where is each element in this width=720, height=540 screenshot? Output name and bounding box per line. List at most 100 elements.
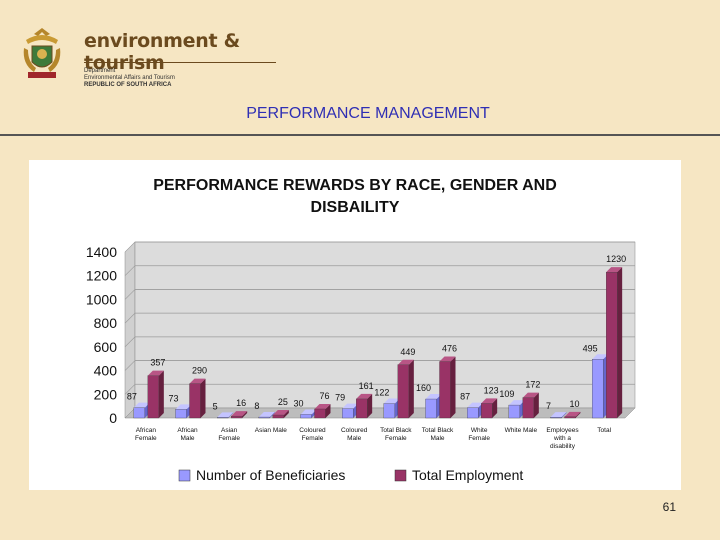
bar-total-employment-top	[356, 393, 373, 399]
bar-beneficiaries-side	[228, 412, 234, 418]
data-label: 357	[150, 358, 165, 368]
chart-panel: PERFORMANCE REWARDS BY RACE, GENDER AND D…	[29, 160, 681, 490]
x-tick-label: disability	[550, 443, 576, 450]
bar-beneficiaries-top	[383, 398, 400, 404]
bar-total-employment	[189, 383, 201, 419]
data-label: 476	[442, 344, 457, 354]
bar-beneficiaries-top	[550, 412, 567, 418]
x-tick-label: Coloured	[299, 427, 326, 434]
gridline-side	[124, 312, 136, 324]
bar-total-employment-top	[606, 267, 623, 273]
gridline-side	[124, 265, 136, 276]
data-label: 73	[168, 393, 178, 403]
x-tick-label: Asian	[221, 427, 238, 434]
gridline-side	[124, 384, 136, 395]
legend-label: Total Employment	[412, 467, 523, 483]
bar-total-employment-top	[481, 398, 498, 404]
data-label: 7	[546, 401, 551, 411]
bar-beneficiaries-top	[133, 402, 150, 408]
x-tick-label: Total Black	[380, 427, 412, 434]
brand-name: environment & tourism	[84, 30, 240, 74]
bar-beneficiaries	[383, 403, 395, 419]
bar-total-employment	[397, 364, 409, 419]
bar-total-employment-side	[158, 370, 164, 418]
bar-beneficiaries	[300, 414, 312, 419]
x-tick-label: Female	[135, 435, 157, 442]
chart-title-line: PERFORMANCE REWARDS BY RACE, GENDER AND	[153, 177, 557, 194]
department-line: Environmental Affairs and Tourism	[84, 75, 175, 81]
y-tick-label: 200	[94, 386, 118, 402]
chart-floor	[124, 407, 636, 419]
bar-total-employment-top	[147, 370, 164, 376]
gridline-side	[124, 360, 136, 371]
x-tick-label: Coloured	[341, 427, 368, 434]
bar-beneficiaries	[592, 359, 604, 419]
x-tick-label: Male	[430, 435, 444, 442]
bar-beneficiaries-top	[300, 409, 317, 415]
y-tick-label: 1200	[86, 268, 117, 284]
bar-beneficiaries-side	[269, 412, 275, 418]
y-tick-label: 800	[94, 315, 118, 331]
bar-total-employment	[439, 361, 451, 419]
data-label: 25	[278, 397, 288, 407]
bar-total-employment-side	[325, 403, 331, 418]
y-tick-label: 0	[109, 410, 117, 426]
bar-beneficiaries	[550, 417, 562, 419]
bar-total-employment	[147, 375, 159, 419]
bar-total-employment-top	[231, 411, 248, 417]
x-tick-label: White Male	[505, 427, 538, 434]
data-label: 172	[525, 380, 540, 390]
legend-swatch	[178, 469, 191, 482]
logo-area: environment & tourism Department Environ…	[18, 20, 278, 90]
bar-total-employment	[564, 416, 576, 419]
brand-rule	[84, 62, 276, 63]
bar-beneficiaries-top	[592, 354, 609, 360]
bar-total-employment-side	[242, 411, 248, 418]
legend-swatch	[394, 469, 407, 482]
x-tick-label: Female	[468, 435, 490, 442]
bar-beneficiaries-top	[467, 402, 484, 408]
bar-total-employment	[481, 403, 493, 419]
data-label: 449	[400, 347, 415, 357]
x-tick-label: Female	[218, 435, 240, 442]
bar-total-employment-side	[408, 359, 414, 418]
data-label: 16	[236, 398, 246, 408]
data-label: 79	[335, 393, 345, 403]
y-tick-label: 400	[94, 363, 118, 379]
data-label: 10	[569, 399, 579, 409]
bar-beneficiaries-top	[425, 394, 442, 400]
data-label: 495	[583, 343, 598, 353]
bar-beneficiaries	[133, 407, 145, 419]
bar-beneficiaries	[467, 407, 479, 419]
data-label: 30	[293, 398, 303, 408]
data-label: 290	[192, 366, 207, 376]
bar-total-employment-top	[397, 359, 414, 365]
data-label: 160	[416, 383, 431, 393]
gridline-side	[124, 289, 136, 300]
bar-total-employment	[522, 397, 534, 419]
data-label: 5	[213, 401, 218, 411]
x-tick-label: Female	[302, 435, 324, 442]
bar-beneficiaries-side	[561, 412, 567, 418]
chart-back-wall	[134, 241, 636, 409]
bar-total-employment	[606, 272, 618, 419]
bar-beneficiaries-top	[175, 404, 192, 410]
bar-total-employment-side	[283, 410, 289, 418]
data-label: 1230	[606, 254, 626, 264]
bar-total-employment-top	[189, 378, 206, 384]
bar-beneficiaries-top	[342, 403, 359, 409]
data-label: 87	[127, 392, 137, 402]
bar-beneficiaries-top	[217, 412, 234, 418]
x-tick-label: African	[136, 427, 157, 434]
bar-beneficiaries-top	[508, 400, 525, 406]
x-tick-label: White	[471, 427, 488, 434]
data-label: 161	[359, 381, 374, 391]
x-tick-label: Employees	[546, 427, 579, 434]
coat-of-arms-icon	[23, 28, 61, 78]
department-line: Department	[84, 68, 116, 74]
y-tick-label: 1000	[86, 291, 117, 307]
x-tick-label: African	[177, 427, 198, 434]
gridline-side	[124, 241, 136, 253]
bar-total-employment-side	[200, 378, 206, 418]
x-tick-label: Male	[180, 435, 194, 442]
